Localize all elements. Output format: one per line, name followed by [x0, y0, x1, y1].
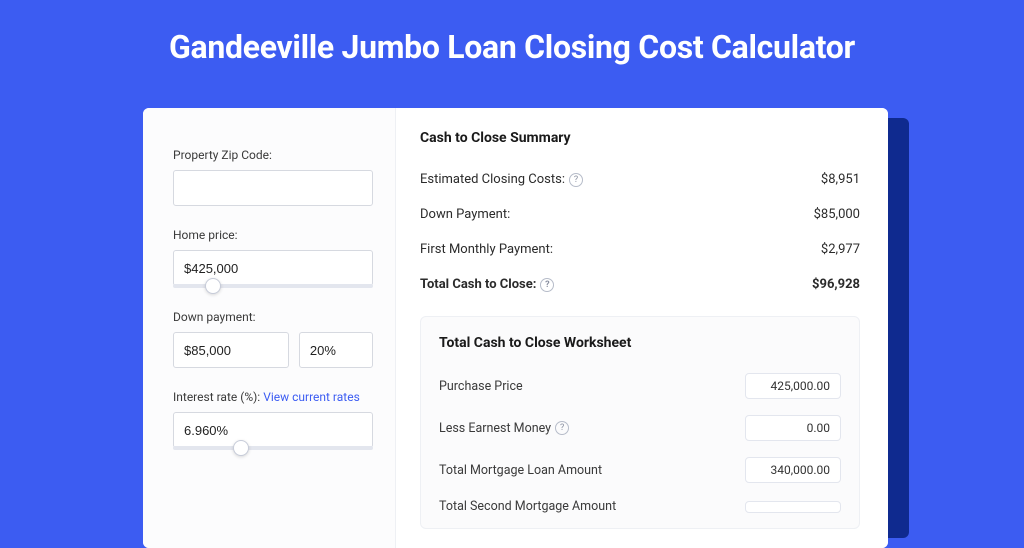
- home-price-label: Home price:: [173, 228, 373, 242]
- home-price-slider[interactable]: [173, 284, 373, 288]
- worksheet-row-label: Purchase Price: [439, 379, 523, 394]
- interest-slider-thumb[interactable]: [233, 440, 249, 456]
- help-icon[interactable]: ?: [540, 278, 554, 292]
- worksheet-row: Total Second Mortgage Amount: [439, 491, 841, 522]
- interest-label-text: Interest rate (%):: [173, 390, 263, 404]
- summary-row: First Monthly Payment: $2,977: [420, 232, 860, 267]
- down-payment-label: Down payment:: [173, 310, 373, 324]
- home-price-slider-thumb[interactable]: [205, 278, 221, 294]
- calculator-card: Property Zip Code: Home price: Down paym…: [143, 108, 888, 548]
- summary-row-value: $2,977: [821, 242, 860, 257]
- worksheet-row-value: 340,000.00: [745, 457, 841, 483]
- worksheet-row-label: Less Earnest Money?: [439, 421, 569, 436]
- interest-input[interactable]: [173, 412, 373, 448]
- summary-row-label: First Monthly Payment:: [420, 242, 553, 257]
- zip-field: Property Zip Code:: [173, 148, 373, 206]
- worksheet-row: Purchase Price 425,000.00: [439, 365, 841, 407]
- interest-label: Interest rate (%): View current rates: [173, 390, 373, 404]
- zip-input[interactable]: [173, 170, 373, 206]
- worksheet-row-label: Total Mortgage Loan Amount: [439, 463, 602, 478]
- summary-row: Estimated Closing Costs:? $8,951: [420, 162, 860, 197]
- help-icon[interactable]: ?: [569, 173, 583, 187]
- worksheet-row: Less Earnest Money? 0.00: [439, 407, 841, 449]
- summary-row-value: $8,951: [821, 172, 860, 187]
- summary-row: Down Payment: $85,000: [420, 197, 860, 232]
- worksheet-title: Total Cash to Close Worksheet: [439, 335, 841, 351]
- summary-row: Total Cash to Close:? $96,928: [420, 267, 860, 302]
- worksheet-row-value: 0.00: [745, 415, 841, 441]
- view-rates-link[interactable]: View current rates: [263, 390, 360, 404]
- down-payment-pct-input[interactable]: [299, 332, 373, 368]
- worksheet-row-value: [745, 501, 841, 513]
- summary-rows: Estimated Closing Costs:? $8,951 Down Paym…: [420, 162, 860, 302]
- summary-panel: Cash to Close Summary Estimated Closing …: [395, 108, 888, 548]
- worksheet-row: Total Mortgage Loan Amount 340,000.00: [439, 449, 841, 491]
- page-title: Gandeeville Jumbo Loan Closing Cost Calc…: [0, 0, 1024, 90]
- interest-field: Interest rate (%): View current rates: [173, 390, 373, 450]
- down-payment-field: Down payment:: [173, 310, 373, 368]
- worksheet-card: Total Cash to Close Worksheet Purchase P…: [420, 316, 860, 529]
- summary-row-label: Total Cash to Close:?: [420, 277, 554, 292]
- summary-row-value: $85,000: [814, 207, 860, 222]
- home-price-input[interactable]: [173, 250, 373, 286]
- worksheet-rows: Purchase Price 425,000.00 Less Earnest Mon…: [439, 365, 841, 522]
- interest-slider[interactable]: [173, 446, 373, 450]
- summary-row-label: Estimated Closing Costs:?: [420, 172, 583, 187]
- summary-title: Cash to Close Summary: [420, 130, 860, 146]
- home-price-field: Home price:: [173, 228, 373, 288]
- worksheet-row-value: 425,000.00: [745, 373, 841, 399]
- summary-row-label: Down Payment:: [420, 207, 510, 222]
- help-icon[interactable]: ?: [555, 421, 569, 435]
- zip-label: Property Zip Code:: [173, 148, 373, 162]
- inputs-panel: Property Zip Code: Home price: Down paym…: [143, 108, 395, 548]
- down-payment-input[interactable]: [173, 332, 289, 368]
- summary-row-value: $96,928: [812, 277, 860, 292]
